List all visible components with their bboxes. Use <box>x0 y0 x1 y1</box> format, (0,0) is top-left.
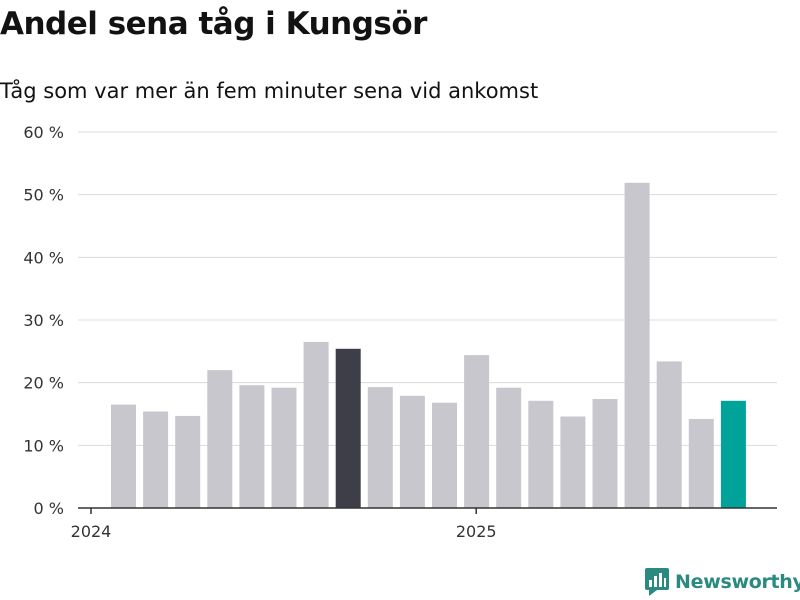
bar-2025-08 <box>720 400 746 508</box>
bar-2025-02 <box>528 400 554 508</box>
brand-name: Newsworthy <box>675 571 800 593</box>
x-tick-label: 2025 <box>456 522 497 541</box>
y-axis-labels: 0 % 10 % 20 % 30 % 40 % 50 % 60 % <box>23 123 64 518</box>
bar-2024-12 <box>464 355 490 508</box>
y-tick-label: 40 % <box>23 248 64 267</box>
bar-2024-11 <box>432 402 457 508</box>
bar-2024-08 <box>335 348 361 508</box>
bar-2025-04 <box>592 399 618 508</box>
bar-2025-03 <box>560 416 586 508</box>
x-tick-label: 2024 <box>71 522 112 541</box>
y-tick-label: 10 % <box>23 436 64 455</box>
bar-2024-01 <box>111 404 136 508</box>
bar-2025-05 <box>624 182 650 509</box>
bar-2024-06 <box>271 387 297 508</box>
x-axis-labels: 2024 2025 <box>71 508 497 541</box>
bar-2024-07 <box>303 341 329 508</box>
bar-2025-06 <box>656 361 682 508</box>
bar-2024-03 <box>175 415 201 508</box>
bar-2024-10 <box>399 395 425 508</box>
bar-2024-02 <box>143 411 169 508</box>
y-tick-label: 30 % <box>23 311 64 330</box>
chart-title: Andel sena tåg i Kungsör <box>0 6 427 42</box>
bar-2024-05 <box>239 385 265 508</box>
y-tick-label: 50 % <box>23 186 64 205</box>
bars <box>111 182 746 509</box>
brand-logo: Newsworthy <box>645 568 800 596</box>
bar-2025-07 <box>688 419 714 508</box>
bar-2024-04 <box>207 370 233 508</box>
newsworthy-logo-icon <box>645 568 669 596</box>
y-tick-label: 20 % <box>23 374 64 393</box>
bar-2025-01 <box>496 387 522 508</box>
y-tick-label: 0 % <box>34 499 64 518</box>
y-tick-label: 60 % <box>23 123 64 142</box>
chart-subtitle: Tåg som var mer än fem minuter sena vid … <box>0 79 539 103</box>
bar-2024-09 <box>367 387 393 508</box>
